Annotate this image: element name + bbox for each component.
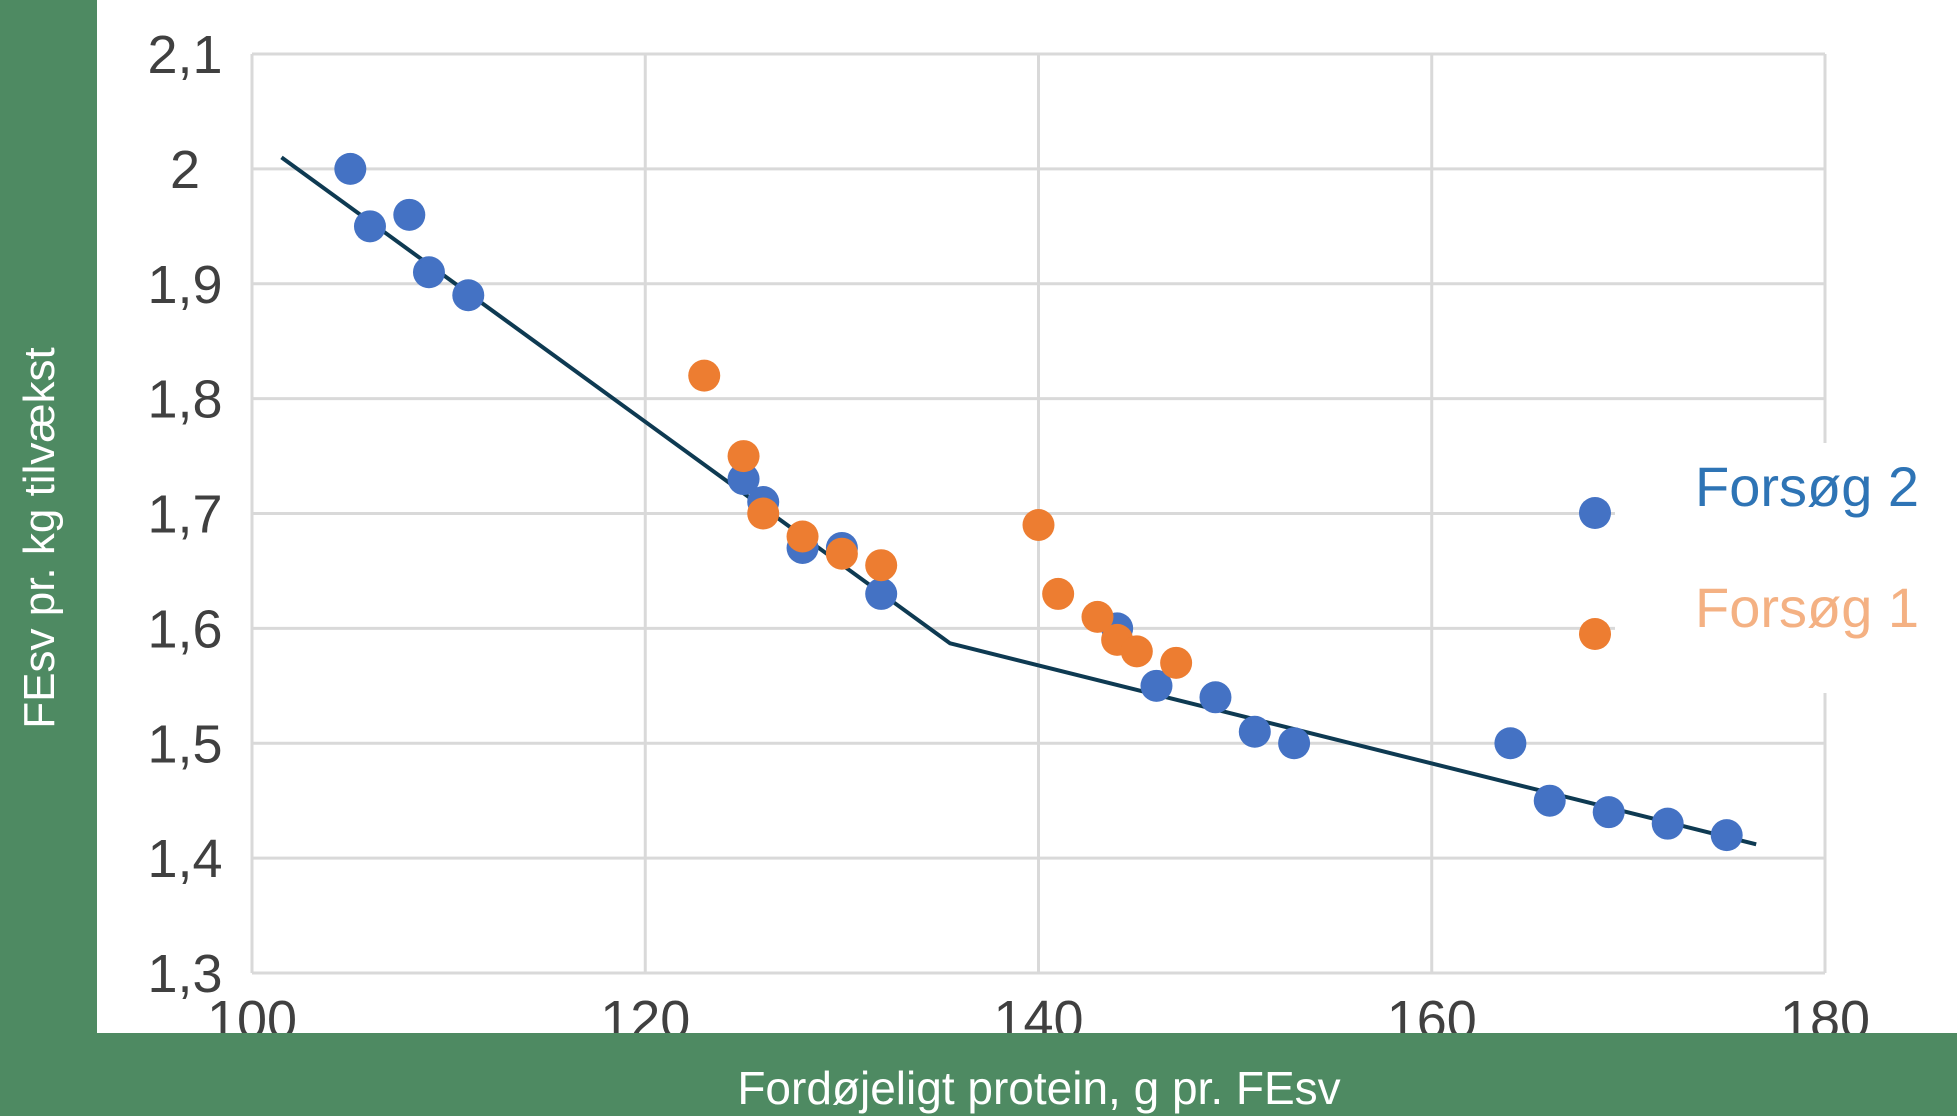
forsog-2-point — [1651, 807, 1684, 840]
scatter-plot: 100 120 140 160 1801,31,41,51,61,71,81,922,1… — [147, 25, 1957, 1050]
forsog-1-point — [1120, 635, 1153, 668]
legend-marker-forsog-1 — [1579, 618, 1611, 650]
y-tick-label: 1,4 — [147, 829, 222, 889]
forsog-1-point — [1042, 577, 1075, 610]
x-tick-label: 180 — [1780, 990, 1870, 1033]
forsog-2-point — [1140, 669, 1173, 702]
x-axis-label: Fordøjeligt protein, g pr. FEsv — [737, 1062, 1341, 1114]
x-tick-label: 120 — [600, 990, 690, 1033]
forsog-1-point — [1081, 600, 1114, 633]
forsog-1-point — [865, 549, 898, 582]
y-tick-label: 1,5 — [147, 714, 222, 774]
legend-label-forsog-2: Forsøg 2 — [1695, 455, 1919, 518]
forsog-2-point — [334, 152, 367, 185]
forsog-2-point — [1533, 784, 1566, 817]
y-axis-label: FEsv pr. kg tilvækst — [15, 347, 64, 729]
legend-marker-forsog-2 — [1579, 497, 1611, 529]
forsog-1-point — [1160, 646, 1193, 679]
forsog-1-point — [727, 440, 760, 473]
forsog-2-point — [452, 279, 485, 312]
forsog-1-point — [1022, 508, 1055, 541]
forsog-2-point — [393, 198, 426, 231]
forsog-2-point — [1278, 727, 1311, 760]
y-tick-label: 2 — [170, 140, 200, 200]
legend-box — [1615, 443, 1957, 693]
forsog-2-point — [1199, 681, 1232, 714]
forsog-2-point — [865, 577, 898, 610]
y-tick-label: 1,3 — [147, 944, 222, 1004]
x-tick-label: 140 — [993, 990, 1083, 1033]
trend-line — [280, 155, 1757, 847]
forsog-1-point — [747, 497, 780, 530]
forsog-1-point — [688, 359, 721, 392]
forsog-2-point — [1238, 715, 1271, 748]
forsog-2-point — [412, 256, 445, 289]
chart-area: 100 120 140 160 180 1,3 1,4 1,5 1,6 1,7 1,8 1,9 2 2,1… — [97, 0, 1957, 1050]
forsog-2-point — [727, 463, 760, 496]
forsog-1-point — [786, 520, 819, 553]
y-tick-label: 2,1 — [147, 25, 222, 85]
forsog-2-point — [353, 210, 386, 243]
y-tick-label: 1,9 — [147, 255, 222, 315]
y-tick-label: 1,7 — [147, 485, 222, 545]
forsog-2-point — [1592, 796, 1625, 829]
x-tick-label: 160 — [1387, 990, 1477, 1033]
y-tick-label: 1,6 — [147, 599, 222, 659]
y-tick-label: 1,8 — [147, 370, 222, 430]
forsog-1-point — [825, 537, 858, 570]
legend-label-forsog-1: Forsøg 1 — [1695, 576, 1919, 639]
forsog-2-point — [1710, 819, 1743, 852]
forsog-2-point — [1494, 727, 1527, 760]
